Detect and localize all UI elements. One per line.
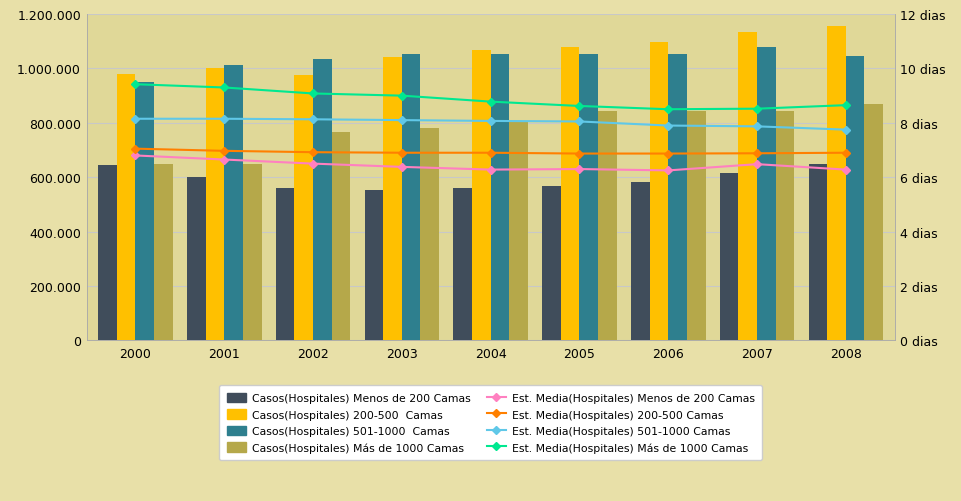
Bar	[542, 187, 560, 341]
Bar	[649, 43, 668, 341]
Bar	[738, 33, 756, 341]
Legend: Casos(Hospitales) Menos de 200 Camas, Casos(Hospitales) 200-500  Camas, Casos(Ho: Casos(Hospitales) Menos de 200 Camas, Ca…	[219, 385, 761, 460]
Bar	[756, 48, 775, 341]
Bar	[364, 190, 382, 341]
Bar	[98, 166, 116, 341]
Bar	[206, 69, 224, 341]
Bar	[630, 182, 649, 341]
Bar	[154, 165, 173, 341]
Bar	[402, 55, 420, 341]
Bar	[845, 57, 864, 341]
Bar	[332, 133, 350, 341]
Bar	[420, 128, 438, 341]
Bar	[864, 105, 882, 341]
Bar	[276, 189, 294, 341]
Bar	[807, 165, 826, 341]
Bar	[136, 83, 154, 341]
Bar	[598, 111, 616, 341]
Bar	[826, 27, 845, 341]
Bar	[560, 48, 579, 341]
Bar	[186, 178, 206, 341]
Bar	[312, 60, 332, 341]
Bar	[719, 174, 738, 341]
Bar	[294, 76, 312, 341]
Bar	[453, 189, 472, 341]
Bar	[382, 58, 402, 341]
Bar	[508, 123, 528, 341]
Bar	[116, 75, 136, 341]
Bar	[686, 111, 704, 341]
Bar	[242, 165, 261, 341]
Bar	[579, 55, 598, 341]
Bar	[668, 55, 686, 341]
Bar	[472, 51, 490, 341]
Bar	[490, 55, 508, 341]
Bar	[224, 66, 242, 341]
Bar	[775, 111, 794, 341]
